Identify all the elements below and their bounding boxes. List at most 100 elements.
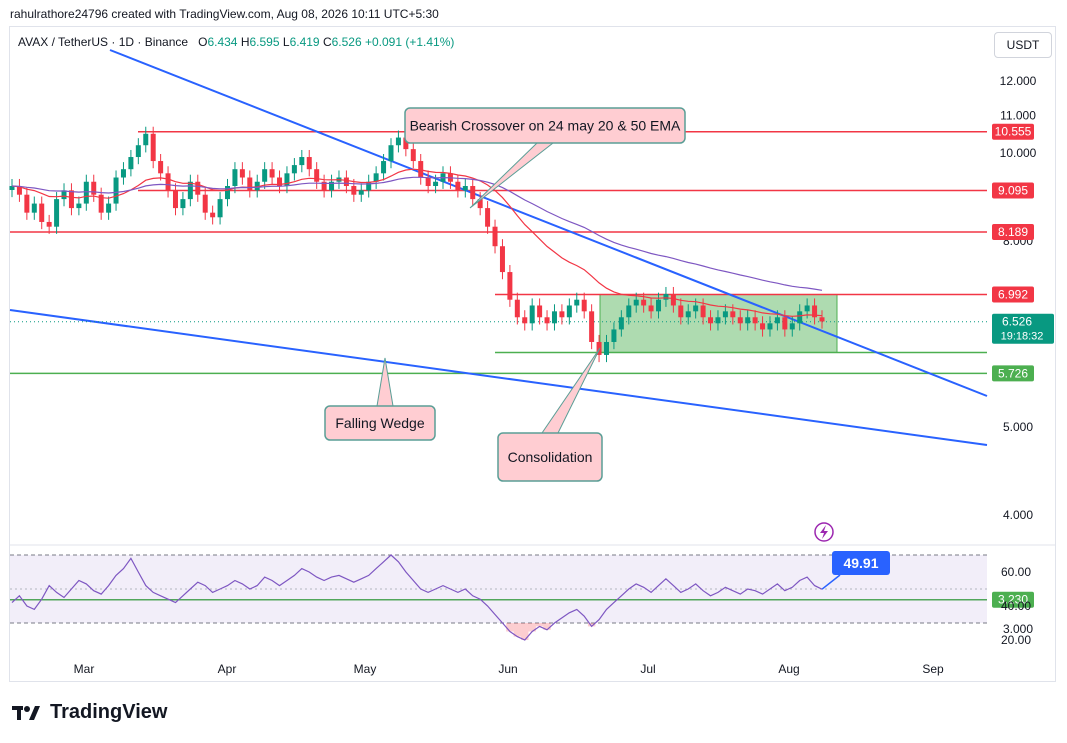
level-label-10.555: 10.555: [995, 125, 1032, 139]
level-badge-5.726: [992, 365, 1034, 382]
bearish-crossover-annotation-box: [404, 107, 686, 144]
rsi-band: [10, 555, 987, 623]
candle-body: [499, 246, 505, 273]
candle-body: [544, 317, 550, 324]
currency-button[interactable]: USDT: [994, 32, 1052, 58]
candle-body: [603, 341, 609, 355]
candle-body: [277, 177, 283, 187]
candle-body: [774, 317, 780, 324]
time-axis-label: Apr: [218, 662, 237, 676]
candle-body: [485, 208, 491, 227]
candle-body: [321, 181, 327, 191]
level-badge-6.992: [992, 286, 1034, 303]
price-tick-label: 5.000: [1003, 420, 1033, 434]
wedge-lower-trendline: [9, 309, 988, 446]
candle-body: [626, 305, 632, 318]
candle-body: [678, 305, 684, 318]
candle-body: [395, 137, 401, 146]
candle-body: [358, 190, 364, 195]
rsi-value-pointer: [821, 574, 841, 590]
rsi-oversold-fill: [587, 623, 596, 627]
candle-body: [425, 177, 431, 187]
candle-body: [633, 299, 639, 306]
candle-body: [225, 186, 231, 200]
price-tick-label: 3.000: [1003, 622, 1033, 636]
candle-body: [700, 305, 706, 318]
candle-body: [551, 311, 557, 324]
candle-body: [351, 186, 357, 195]
candle-body: [217, 199, 223, 218]
current-price-badge: [992, 313, 1054, 344]
candle-body: [24, 194, 30, 213]
level-badge-3.230: [992, 591, 1034, 608]
level-label-6.992: 6.992: [998, 287, 1028, 301]
candle-body: [470, 186, 476, 200]
rsi-value-label: 49.91: [843, 555, 878, 571]
close-label: C: [322, 35, 332, 49]
candle-body: [39, 203, 45, 222]
candle-body: [165, 173, 171, 191]
level-badge-10.555: [992, 123, 1034, 140]
rsi-tick-label: 20.00: [1001, 633, 1031, 647]
candle-body: [589, 311, 595, 342]
candle-body: [106, 203, 112, 213]
chart-header: rahulrathore24796 created with TradingVi…: [10, 7, 439, 21]
rsi-value-badge: [832, 551, 890, 575]
candle-body: [172, 190, 178, 209]
candle-body: [648, 305, 654, 312]
candle-body: [284, 173, 290, 187]
candle-body: [314, 169, 320, 182]
candle-body: [128, 157, 134, 170]
candle-body: [730, 311, 736, 318]
candle-body: [507, 272, 513, 300]
high-label: H: [240, 35, 250, 49]
candle-body: [715, 317, 721, 324]
candle-body: [477, 199, 483, 209]
symbol-name[interactable]: AVAX / TetherUS · 1D · Binance: [18, 35, 189, 49]
candle-body: [143, 133, 149, 146]
candle-body: [819, 317, 825, 322]
candle-body: [195, 181, 201, 195]
level-label-9.095: 9.095: [998, 184, 1028, 198]
level-label-8.189: 8.189: [998, 225, 1028, 239]
candle-body: [247, 177, 253, 191]
tradingview-footer: TradingView: [12, 701, 167, 724]
candle-body: [737, 317, 743, 324]
rsi-oversold-fill: [528, 623, 536, 632]
candle-body: [797, 311, 803, 324]
candle-body: [492, 226, 498, 247]
candle-body: [210, 212, 216, 218]
candle-body: [373, 173, 379, 182]
rsi-oversold-fill: [521, 623, 529, 640]
price-tick-label: 12.000: [1000, 74, 1037, 88]
candle-body: [812, 305, 818, 318]
candle-body: [61, 190, 67, 200]
candle-body: [618, 317, 624, 330]
candle-body: [291, 165, 297, 174]
candle-body: [31, 203, 37, 213]
price-tick-label: 10.000: [1000, 146, 1037, 160]
current-price-label: 6.526: [1002, 315, 1032, 329]
time-axis-label: Mar: [74, 662, 95, 676]
falling-wedge-annotation-text: Falling Wedge: [335, 415, 424, 431]
candle-body: [708, 317, 714, 324]
candle-body: [113, 177, 119, 204]
candle-body: [68, 190, 74, 209]
wedge-upper-trendline: [109, 49, 988, 397]
candle-body: [789, 323, 795, 330]
candle-body: [46, 221, 52, 227]
rsi-line: [11, 554, 823, 641]
change-value: +0.091 (+1.41%): [364, 35, 455, 49]
tradingview-logo-icon: [12, 705, 40, 720]
candle-body: [120, 169, 126, 178]
symbol-legend: AVAX / TetherUS · 1D · Binance O6.434 H6…: [18, 35, 454, 49]
candle-body: [596, 341, 602, 355]
countdown-label: 19:18:32: [1001, 331, 1044, 343]
level-label-5.726: 5.726: [998, 366, 1028, 380]
time-axis-label: Jun: [498, 662, 517, 676]
candle-body: [254, 181, 260, 191]
time-axis-label: Sep: [922, 662, 944, 676]
candle-body: [262, 169, 268, 182]
candle-body: [232, 169, 238, 187]
